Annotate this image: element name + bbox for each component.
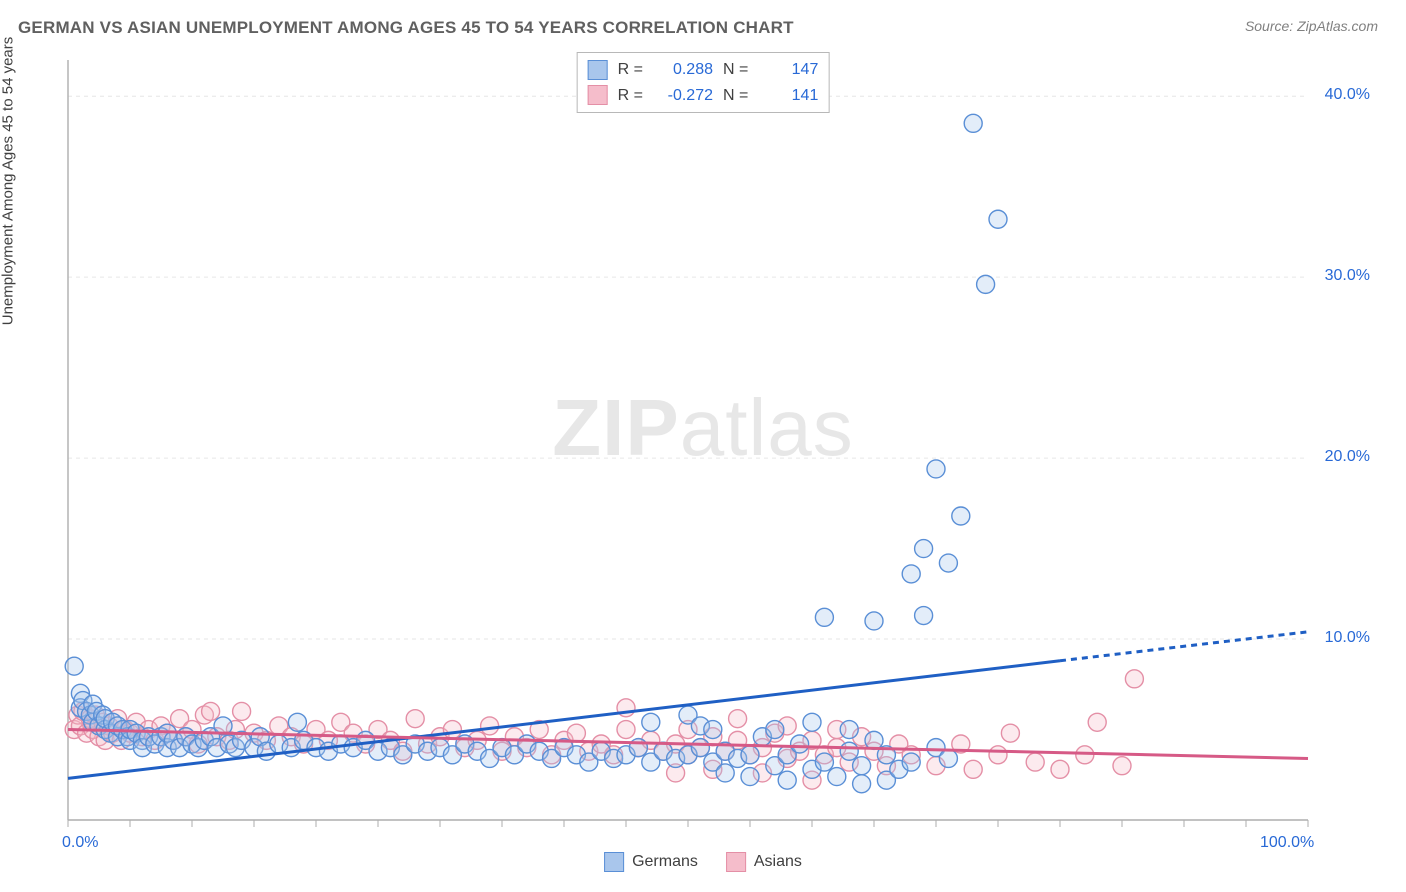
stats-row-germans: R = 0.288 N = 147 (588, 57, 819, 83)
y-tick-label: 40.0% (1320, 86, 1370, 104)
r-value-germans: 0.288 (653, 57, 713, 83)
legend-label-asians: Asians (754, 853, 802, 871)
stats-legend: R = 0.288 N = 147 R = -0.272 N = 141 (577, 52, 830, 113)
swatch-asians (726, 852, 746, 872)
x-tick-label: 0.0% (62, 834, 98, 852)
n-value-germans: 147 (758, 57, 818, 83)
x-tick-label: 100.0% (1260, 834, 1314, 852)
y-tick-label: 30.0% (1320, 267, 1370, 285)
chart-area: Unemployment Among Ages 45 to 54 years Z… (18, 50, 1388, 872)
scatter-plot (18, 50, 1388, 850)
r-value-asians: -0.272 (653, 83, 713, 109)
n-label: N = (723, 57, 748, 83)
y-axis-label: Unemployment Among Ages 45 to 54 years (0, 37, 17, 326)
header: GERMAN VS ASIAN UNEMPLOYMENT AMONG AGES … (0, 0, 1406, 38)
stats-row-asians: R = -0.272 N = 141 (588, 83, 819, 109)
y-tick-label: 10.0% (1320, 629, 1370, 647)
legend-item-asians: Asians (726, 852, 802, 872)
r-label: R = (618, 83, 643, 109)
legend-item-germans: Germans (604, 852, 698, 872)
swatch-asians (588, 85, 608, 105)
n-label: N = (723, 83, 748, 109)
chart-title: GERMAN VS ASIAN UNEMPLOYMENT AMONG AGES … (18, 18, 794, 38)
legend-label-germans: Germans (632, 853, 698, 871)
r-label: R = (618, 57, 643, 83)
swatch-germans (604, 852, 624, 872)
n-value-asians: 141 (758, 83, 818, 109)
swatch-germans (588, 60, 608, 80)
bottom-legend: Germans Asians (604, 852, 802, 872)
y-tick-label: 20.0% (1320, 448, 1370, 466)
source-label: Source: ZipAtlas.com (1245, 18, 1378, 34)
